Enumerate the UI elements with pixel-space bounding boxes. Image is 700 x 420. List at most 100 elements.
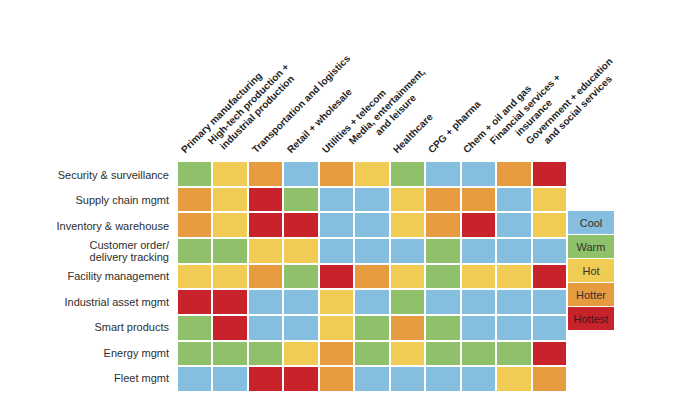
heat-cell [497, 367, 530, 391]
heat-cell [533, 188, 566, 212]
heat-cell [426, 342, 459, 366]
heat-cell [497, 213, 530, 237]
heat-cell [533, 290, 566, 314]
heat-cell [213, 213, 246, 237]
heat-cell [426, 290, 459, 314]
heat-cell [213, 188, 246, 212]
heat-cell [462, 342, 495, 366]
heat-cell [497, 265, 530, 289]
heat-cell [284, 316, 317, 340]
heat-cell [249, 367, 282, 391]
heat-cell [249, 188, 282, 212]
heat-cell [426, 213, 459, 237]
heat-cell [320, 290, 353, 314]
heat-cell [320, 367, 353, 391]
heat-cell [320, 213, 353, 237]
heat-cell [178, 290, 211, 314]
heat-cell [213, 162, 246, 186]
heat-cell [355, 367, 388, 391]
heat-cell [320, 265, 353, 289]
heat-cell [249, 213, 282, 237]
heat-cell [178, 265, 211, 289]
row-label: Facility management [0, 264, 174, 289]
legend-item-hot: Hot [568, 259, 614, 282]
heat-cell [320, 162, 353, 186]
heat-cell [391, 290, 424, 314]
heat-cell [462, 316, 495, 340]
row-label: Security & surveillance [0, 162, 174, 187]
heat-cell [249, 239, 282, 263]
heat-cell [533, 342, 566, 366]
heat-cell [533, 213, 566, 237]
heat-cell [178, 367, 211, 391]
heatmap-figure: Primary manufacturingHigh-tech productio… [0, 0, 700, 420]
heat-cell [178, 239, 211, 263]
heat-cell [178, 213, 211, 237]
heat-cell [355, 342, 388, 366]
row-labels: Security & surveillanceSupply chain mgmt… [0, 162, 174, 391]
heat-cell [178, 188, 211, 212]
heat-cell [284, 188, 317, 212]
heat-cell [249, 316, 282, 340]
heat-cell [533, 162, 566, 186]
row-label: Smart products [0, 315, 174, 340]
heat-cell [426, 265, 459, 289]
heat-cell [462, 367, 495, 391]
row-label: Inventory & warehouse [0, 213, 174, 238]
heat-cell [391, 213, 424, 237]
heat-cell [320, 316, 353, 340]
heat-cell [249, 342, 282, 366]
heat-cell [533, 239, 566, 263]
heat-cell [213, 316, 246, 340]
heat-cell [391, 367, 424, 391]
heat-cell [426, 367, 459, 391]
heat-cell [178, 342, 211, 366]
legend-item-warm: Warm [568, 235, 614, 258]
heat-cell [533, 367, 566, 391]
heat-cell [284, 213, 317, 237]
legend: CoolWarmHotHotterHottest [568, 211, 614, 330]
heat-cell [391, 265, 424, 289]
row-label: Energy mgmt [0, 340, 174, 365]
heat-cell [213, 342, 246, 366]
heat-cell [284, 342, 317, 366]
row-label: Customer order/ delivery tracking [0, 238, 174, 263]
heat-cell [497, 342, 530, 366]
heat-cell [355, 316, 388, 340]
heat-cell [355, 265, 388, 289]
heat-cell [391, 239, 424, 263]
row-label: Industrial asset mgmt [0, 289, 174, 314]
column-header: Retail + wholesale [285, 86, 354, 155]
heat-cell [391, 342, 424, 366]
heat-cell [284, 290, 317, 314]
row-label: Fleet mgmt [0, 366, 174, 391]
heat-cell [497, 316, 530, 340]
heatmap-grid [178, 162, 566, 391]
heat-cell [355, 213, 388, 237]
heat-cell [320, 239, 353, 263]
heat-cell [213, 290, 246, 314]
row-label: Supply chain mgmt [0, 187, 174, 212]
heat-cell [178, 162, 211, 186]
legend-item-hottest: Hottest [568, 307, 614, 330]
heat-cell [355, 239, 388, 263]
heat-cell [426, 316, 459, 340]
heat-cell [320, 188, 353, 212]
heat-cell [355, 290, 388, 314]
heat-cell [249, 162, 282, 186]
heat-cell [284, 367, 317, 391]
heat-cell [249, 290, 282, 314]
heat-cell [284, 162, 317, 186]
heat-cell [462, 290, 495, 314]
heat-cell [391, 188, 424, 212]
heat-cell [426, 162, 459, 186]
heat-cell [462, 188, 495, 212]
heat-cell [497, 188, 530, 212]
heat-cell [391, 316, 424, 340]
heat-cell [533, 316, 566, 340]
heat-cell [284, 239, 317, 263]
heat-cell [213, 239, 246, 263]
heat-cell [213, 367, 246, 391]
heat-cell [497, 239, 530, 263]
legend-item-cool: Cool [568, 211, 614, 234]
